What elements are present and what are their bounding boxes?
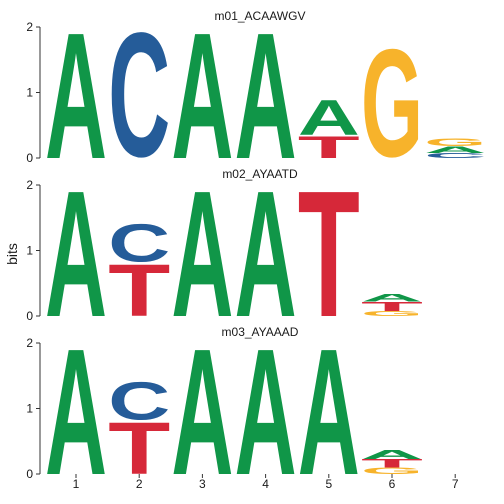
y-tick-label: 1 — [26, 402, 33, 416]
logo-letter-c-pos2: C — [108, 0, 170, 194]
y-tick-label: 2 — [26, 20, 33, 34]
logo-letter-g-pos7: G — [424, 137, 486, 149]
y-tick-label: 2 — [26, 178, 33, 192]
logo-letter-a-pos6: A — [361, 292, 423, 304]
y-tick-label: 1 — [26, 244, 33, 258]
y-tick-label: 2 — [26, 336, 33, 350]
x-tick-label: 4 — [262, 477, 269, 491]
y-tick-label: 0 — [26, 467, 33, 481]
logo-letter-g-pos6: G — [361, 17, 423, 189]
x-tick-label: 3 — [199, 477, 206, 491]
y-tick-label: 0 — [26, 151, 33, 165]
logo-letter-c-pos2: C — [108, 214, 170, 274]
logo-letter-a-pos6: A — [361, 448, 423, 462]
y-tick-label: 1 — [26, 86, 33, 100]
x-tick-label: 6 — [389, 477, 396, 491]
y-axis-label: bits — [4, 243, 20, 265]
y-tick-label: 0 — [26, 309, 33, 323]
x-tick-label: 5 — [325, 477, 332, 491]
logo-letter-c-pos2: C — [108, 372, 170, 432]
x-tick-label: 7 — [452, 477, 459, 491]
x-tick-label: 2 — [136, 477, 143, 491]
logo-letter-a-pos5: A — [298, 90, 360, 146]
x-tick-label: 1 — [73, 477, 80, 491]
